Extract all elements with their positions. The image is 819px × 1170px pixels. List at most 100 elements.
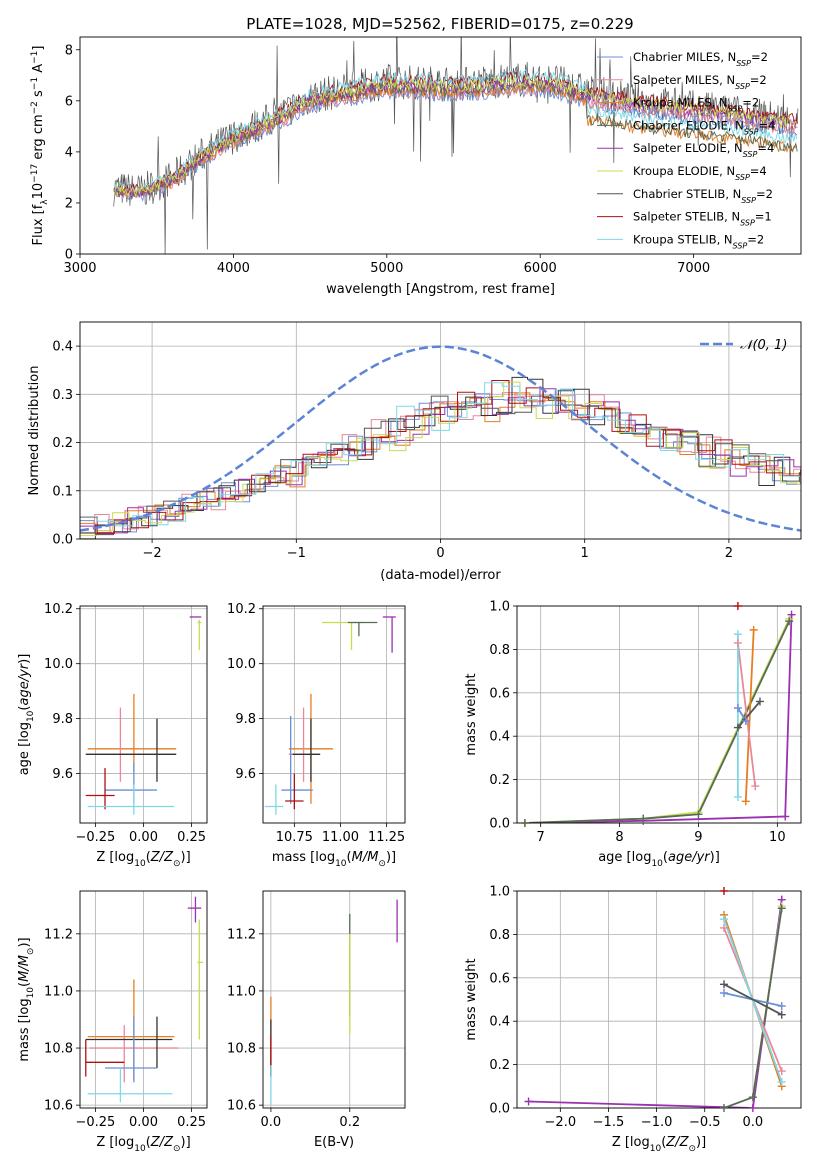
x-tick-label: −1.0 <box>641 1115 673 1130</box>
x-axis-label-part: 10 <box>134 1144 146 1154</box>
weight-marker <box>777 1002 786 1011</box>
y-axis-label-part: λ <box>40 199 50 205</box>
errorbar-point <box>87 979 175 1080</box>
legend-label-sub: SSP <box>743 150 758 159</box>
weight-marker <box>741 797 750 806</box>
x-axis-label-part: ( <box>146 1135 151 1150</box>
y-axis-label-part: Normed distribution <box>27 366 42 496</box>
x-tick-label: 10.75 <box>276 830 313 845</box>
panel-residuals: −2 −1 0 1 2 0.0 0.1 0.2 0.3 0.4 𝒩(0, 1) (data-model… <box>27 321 802 583</box>
x-axis-label: wavelength [Angstrom, rest frame] <box>326 282 555 297</box>
y-tick-label: 9.6 <box>52 767 73 782</box>
histogram-step <box>80 395 801 539</box>
y-tick-label: 0.2 <box>52 436 73 451</box>
errorbar-point <box>105 1016 157 1083</box>
legend-label-text: Salpeter STELIB, N <box>633 210 740 224</box>
panel-age_vs_mass: 10.75 11.00 11.25 9.6 9.8 10.0 10.2 mass [log10… <box>227 602 406 869</box>
weight-marker <box>719 915 728 924</box>
x-axis-label: age [log10(age/yr)] <box>598 850 720 869</box>
legend-label-text: Chabrier MILES, N <box>633 50 736 64</box>
weight-marker <box>719 887 728 895</box>
plot-area <box>85 896 204 1103</box>
y-tick-label: 0.4 <box>489 1015 510 1030</box>
errorbar-point <box>292 718 321 782</box>
y-axis-label-part: −17 <box>30 164 40 183</box>
weight-marker <box>694 810 703 819</box>
weight-marker <box>733 638 742 647</box>
axes-frame <box>79 36 802 255</box>
y-tick-label: 0.0 <box>489 1102 510 1117</box>
y-tick-label: 10.2 <box>44 602 73 617</box>
y-tick-label: 0.2 <box>489 773 510 788</box>
axes-frame <box>79 321 802 540</box>
legend-label: Kroupa STELIB, NSSP=2 <box>633 232 764 250</box>
legend-label-sub: SSP <box>741 195 756 204</box>
y-tick-label: 6 <box>65 94 73 109</box>
x-tick-label: 0.25 <box>177 830 206 845</box>
x-tick-label: 0.0 <box>261 1115 282 1130</box>
weight-marker <box>777 1077 786 1086</box>
x-axis-label-part: ( <box>347 850 352 865</box>
plot-area <box>528 899 783 1108</box>
legend-label-text: Chabrier STELIB, N <box>633 187 741 201</box>
y-tick-label: 10.2 <box>227 602 256 617</box>
histogram-step <box>80 381 801 539</box>
x-tick-label: −0.25 <box>75 1115 115 1130</box>
weight-marker <box>749 625 758 634</box>
errorbar-point <box>264 784 284 815</box>
x-axis-label: Z [log10(Z/Z⊙)] <box>96 1135 190 1154</box>
y-tick-label: 1.0 <box>489 600 510 615</box>
y-axis-label: Flux [fλ10−17 erg cm−2 s−1 A−1] <box>30 46 50 246</box>
weight-marker <box>777 1067 786 1076</box>
axes-frame <box>516 890 802 1109</box>
y-tick-label: 1.0 <box>489 885 510 900</box>
y-axis-label-part: ( <box>17 982 32 987</box>
y-axis-label-part: −2 <box>30 101 40 114</box>
plot-area <box>85 616 202 815</box>
weight-marker <box>733 723 742 732</box>
y-axis-label: Normed distribution <box>27 366 42 496</box>
errorbar-point <box>85 718 177 782</box>
y-tick-label: 0.4 <box>489 730 510 745</box>
x-axis-label-part: mass [log <box>272 850 335 865</box>
weight-marker <box>719 980 728 989</box>
errorbar-point <box>105 762 157 804</box>
y-tick-label: 10.8 <box>44 1042 73 1057</box>
x-tick-label: 4000 <box>217 261 250 276</box>
y-axis-label-part: )] <box>17 937 32 947</box>
y-axis-label-part: ⊙ <box>26 948 36 956</box>
legend-label-text: Kroupa STELIB, N <box>633 232 733 246</box>
legend-label-eq: =1 <box>755 210 772 224</box>
y-axis-label-part: erg cm <box>31 114 46 163</box>
spectrum-line <box>113 78 798 198</box>
y-tick-label: 2 <box>65 196 73 211</box>
y-tick-label: 0 <box>65 248 73 263</box>
y-axis-label-part: mass weight <box>464 958 479 1040</box>
x-tick-label: 7 <box>537 830 545 845</box>
legend-label-eq: =2 <box>742 96 759 110</box>
legend-label-eq: =4 <box>750 164 767 178</box>
y-tick-label: 0.4 <box>52 340 73 355</box>
legend-label: Chabrier MILES, NSSP=2 <box>633 50 768 68</box>
y-tick-label: 0.1 <box>52 484 73 499</box>
y-tick-label: 11.2 <box>227 927 256 942</box>
errorbar-point <box>322 621 363 650</box>
legend-label-eq: =4 <box>759 118 776 132</box>
axes-frame <box>516 605 802 824</box>
x-axis-label-part: M/M <box>352 850 379 865</box>
y-tick-label: 10.0 <box>227 657 256 672</box>
x-axis-label-part: Z/Z <box>150 1135 174 1150</box>
legend-label-text: Kroupa ELODIE, N <box>633 164 735 178</box>
x-axis-label-part: Z [log <box>96 1135 134 1150</box>
errorbar-point <box>197 619 202 650</box>
errorbar-point <box>187 896 202 923</box>
weight-marker <box>777 1010 786 1019</box>
y-tick-label: 10.6 <box>44 1099 73 1114</box>
x-tick-label: 0.25 <box>177 1115 206 1130</box>
x-axis-label: (data-model)/error <box>380 568 501 583</box>
weight-marker <box>719 988 728 997</box>
errorbar-point <box>285 773 304 810</box>
x-axis-label-part: ⊙ <box>173 859 181 869</box>
legend-label-text: Chabrier ELODIE, N <box>633 118 744 132</box>
y-axis-label-part: mass weight <box>464 673 479 755</box>
